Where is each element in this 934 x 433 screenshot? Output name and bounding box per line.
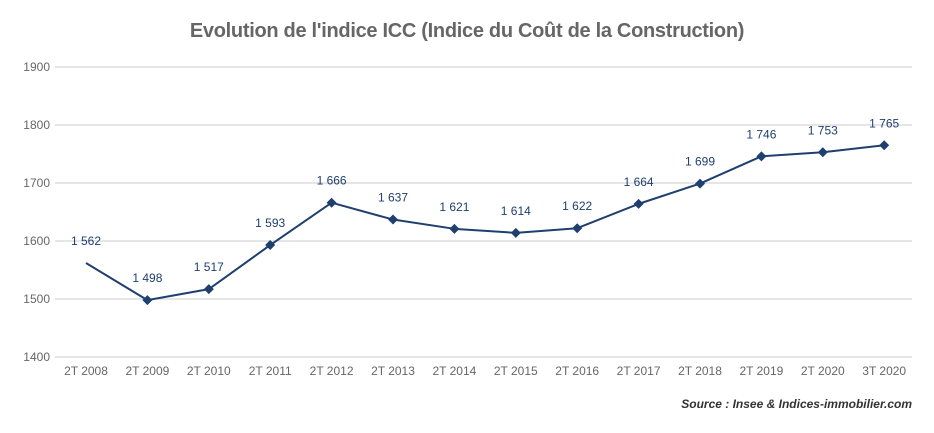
y-tick-label: 1500 bbox=[23, 292, 50, 306]
x-tick-label: 3T 2020 bbox=[862, 364, 906, 378]
x-tick-label: 2T 2016 bbox=[555, 364, 599, 378]
data-point-marker bbox=[203, 284, 214, 295]
data-label: 1 498 bbox=[132, 271, 162, 285]
data-label: 1 753 bbox=[808, 123, 838, 137]
x-tick-label: 2T 2008 bbox=[64, 364, 108, 378]
data-label: 1 614 bbox=[501, 204, 531, 218]
data-point-marker bbox=[756, 151, 767, 162]
series-line bbox=[85, 144, 885, 302]
data-label: 1 622 bbox=[562, 199, 592, 213]
data-label: 1 746 bbox=[746, 127, 776, 141]
data-label: 1 699 bbox=[685, 155, 715, 169]
y-axis-ticks: 1400 1500 1600 1700 1800 1900 bbox=[23, 60, 50, 364]
chart-title: Evolution de l'indice ICC (Indice du Coû… bbox=[189, 20, 745, 42]
y-tick-label: 1900 bbox=[23, 60, 50, 74]
y-tick-label: 1400 bbox=[23, 350, 50, 364]
data-point-marker bbox=[326, 197, 337, 208]
series-icc bbox=[85, 140, 890, 306]
x-tick-label: 2T 2010 bbox=[187, 364, 231, 378]
data-point-marker bbox=[265, 240, 276, 251]
data-label: 1 517 bbox=[194, 260, 224, 274]
x-tick-label: 2T 2017 bbox=[617, 364, 661, 378]
data-point-marker bbox=[388, 214, 398, 225]
y-tick-label: 1800 bbox=[23, 118, 50, 132]
x-tick-label: 2T 2013 bbox=[371, 364, 415, 378]
grid-lines bbox=[55, 66, 912, 358]
source-note: Source : Insee & Indices-immobilier.com bbox=[681, 397, 912, 411]
y-tick-label: 1600 bbox=[23, 234, 50, 248]
x-tick-label: 2T 2011 bbox=[249, 364, 292, 378]
data-labels: 1 562 1 498 1 517 1 593 1 666 1 637 1 621 1 614… bbox=[71, 116, 900, 285]
data-label: 1 664 bbox=[624, 175, 654, 189]
x-tick-label: 2T 2019 bbox=[739, 364, 783, 378]
data-label: 1 637 bbox=[378, 191, 408, 205]
data-point-marker bbox=[633, 198, 644, 209]
data-label: 1 593 bbox=[255, 216, 285, 230]
x-tick-label: 2T 2012 bbox=[310, 364, 354, 378]
data-point-marker bbox=[879, 140, 890, 151]
data-label: 1 621 bbox=[439, 200, 469, 214]
x-tick-label: 2T 2018 bbox=[678, 364, 722, 378]
x-tick-label: 2T 2020 bbox=[801, 364, 845, 378]
data-point-marker bbox=[510, 227, 521, 238]
x-axis-ticks: 2T 2008 2T 2009 2T 2010 2T 2011 2T 2012 2T 20… bbox=[64, 364, 906, 378]
x-tick-label: 2T 2015 bbox=[494, 364, 538, 378]
data-label: 1 666 bbox=[317, 174, 347, 188]
data-point-marker bbox=[142, 295, 153, 306]
data-point-marker bbox=[572, 223, 583, 234]
x-tick-label: 2T 2009 bbox=[125, 364, 169, 378]
data-point-marker bbox=[817, 147, 828, 158]
data-point-marker bbox=[449, 223, 460, 234]
x-tick-label: 2T 2014 bbox=[432, 364, 476, 378]
data-label: 1 765 bbox=[869, 116, 899, 130]
data-label: 1 562 bbox=[71, 234, 101, 248]
data-point-marker bbox=[695, 178, 705, 189]
y-tick-label: 1700 bbox=[23, 176, 50, 190]
